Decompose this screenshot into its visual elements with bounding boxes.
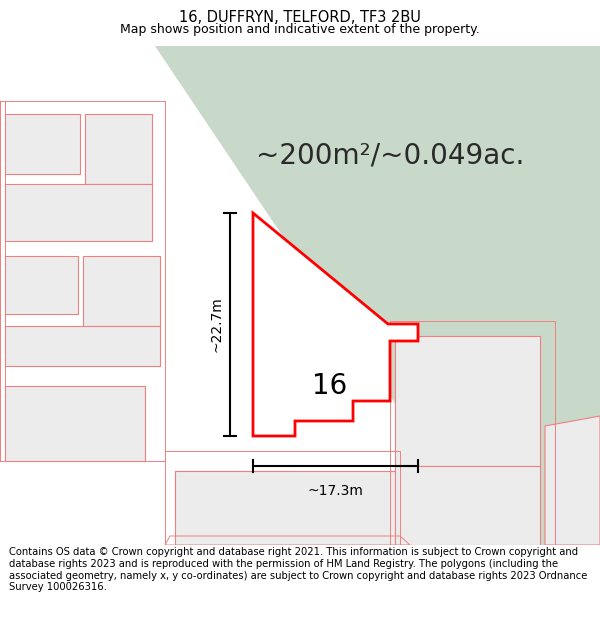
Text: ~200m²/~0.049ac.: ~200m²/~0.049ac. (256, 142, 524, 170)
Polygon shape (395, 466, 540, 545)
Polygon shape (5, 256, 78, 314)
Polygon shape (5, 326, 160, 366)
Polygon shape (175, 471, 400, 545)
Text: ~22.7m: ~22.7m (209, 297, 223, 352)
Polygon shape (5, 386, 145, 461)
Text: Map shows position and indicative extent of the property.: Map shows position and indicative extent… (120, 23, 480, 36)
Text: ~17.3m: ~17.3m (308, 484, 364, 498)
Polygon shape (85, 114, 152, 184)
Polygon shape (155, 46, 600, 545)
Polygon shape (83, 256, 160, 326)
Text: 16: 16 (313, 372, 347, 400)
Polygon shape (175, 471, 295, 526)
Polygon shape (545, 416, 600, 545)
Polygon shape (395, 336, 540, 466)
Polygon shape (5, 184, 152, 241)
Polygon shape (5, 114, 80, 174)
Polygon shape (253, 213, 418, 436)
Text: 16, DUFFRYN, TELFORD, TF3 2BU: 16, DUFFRYN, TELFORD, TF3 2BU (179, 10, 421, 25)
Text: Contains OS data © Crown copyright and database right 2021. This information is : Contains OS data © Crown copyright and d… (9, 548, 587, 592)
Polygon shape (258, 341, 295, 421)
